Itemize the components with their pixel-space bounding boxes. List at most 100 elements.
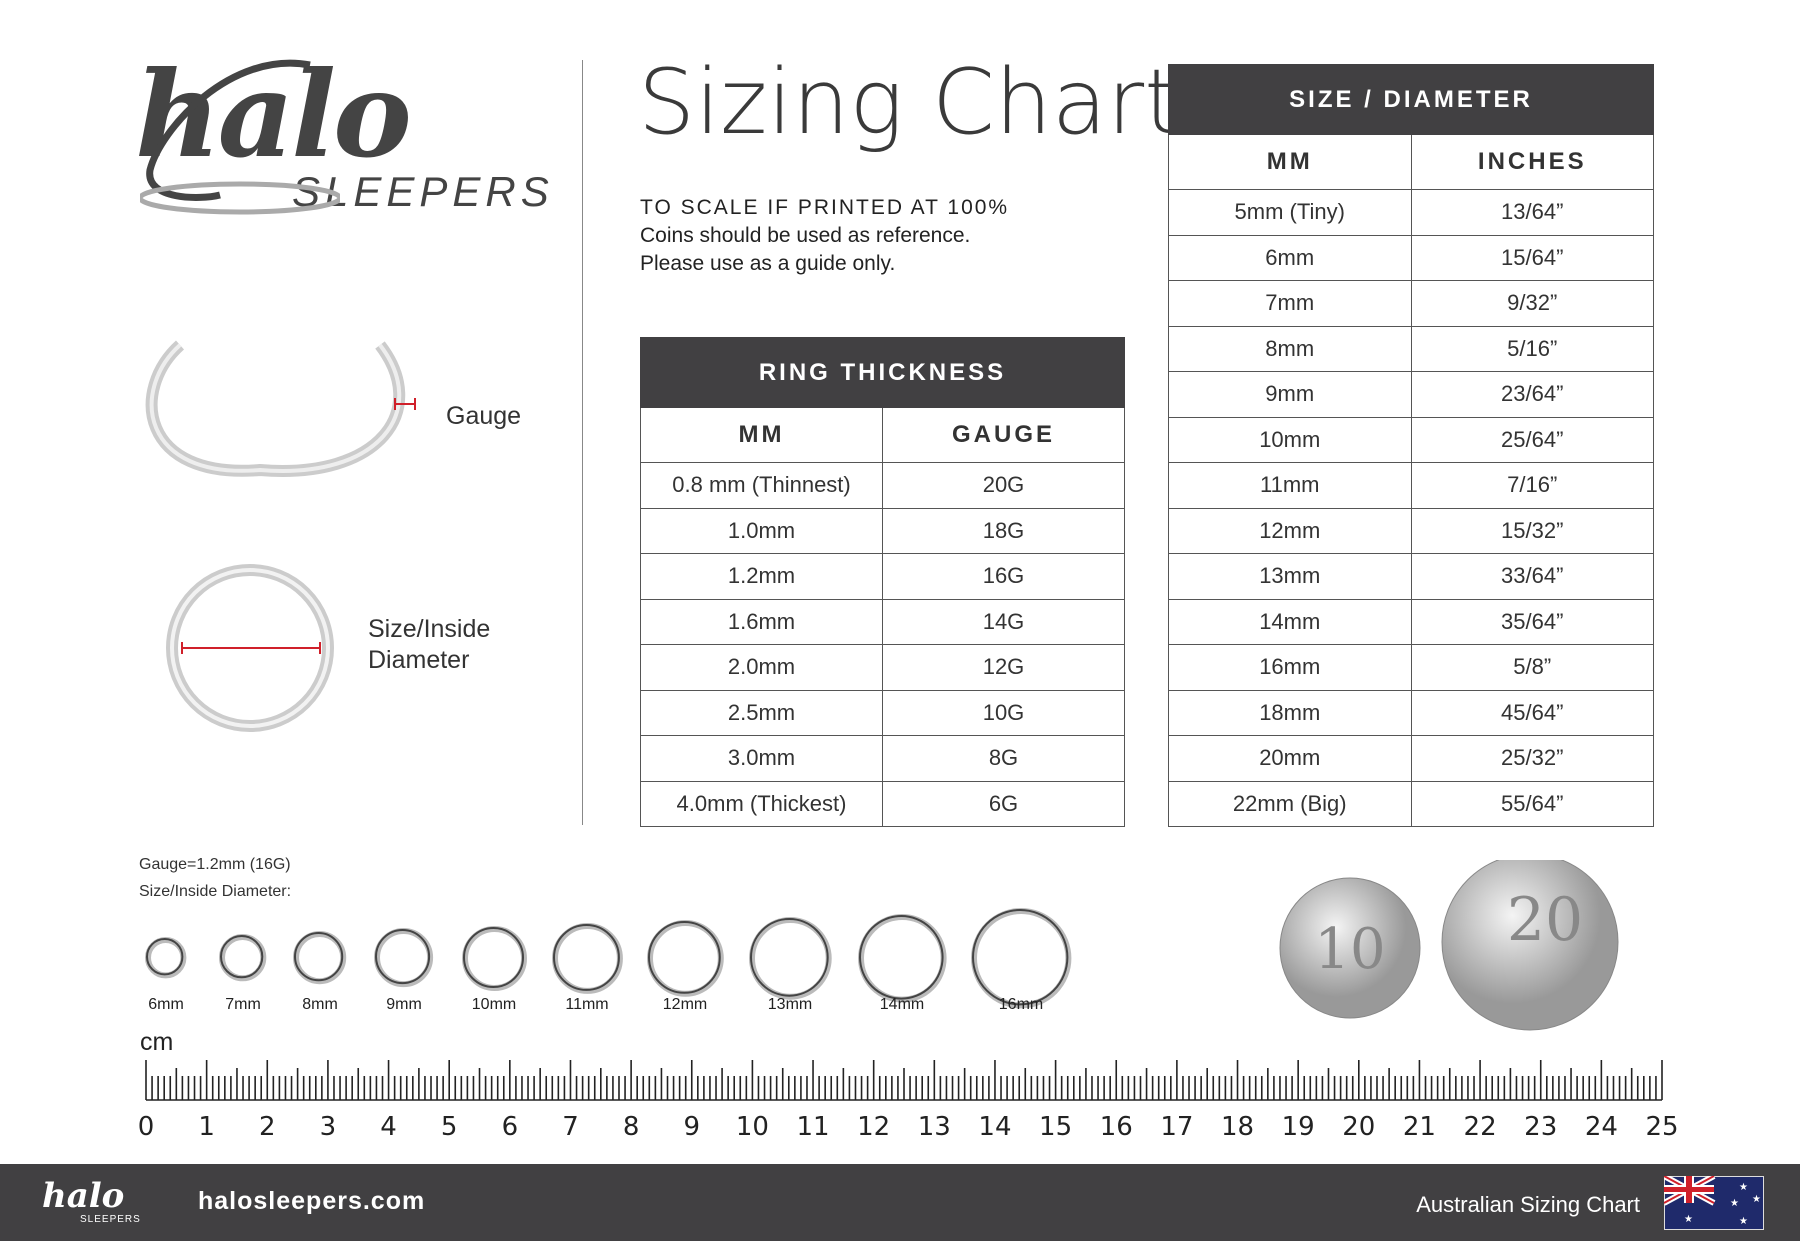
value-cell: 45/64” <box>1410 689 1654 736</box>
ruler-label: 14 <box>978 1112 1011 1142</box>
ruler-label: 11 <box>796 1112 829 1142</box>
table-title: RING THICKNESS <box>640 337 1125 408</box>
sample-ring-label: 14mm <box>879 996 925 1013</box>
sample-size-text: Size/Inside Diameter: <box>139 883 292 900</box>
ruler-label: 24 <box>1585 1112 1618 1142</box>
coin-20c-icon <box>1441 860 1619 1031</box>
gauge-label: Gauge <box>446 402 522 430</box>
svg-text:★: ★ <box>1752 1194 1761 1205</box>
table-row: 20mm 25/32” <box>1168 735 1654 782</box>
value-cell: 15/32” <box>1410 507 1654 554</box>
value-cell: 10G <box>882 689 1125 736</box>
sample-ring-icon <box>145 937 187 979</box>
mm-cell: 10mm <box>1168 416 1412 463</box>
value-cell: 55/64” <box>1410 780 1654 827</box>
value-cell: 33/64” <box>1410 553 1654 600</box>
ruler-label: 8 <box>623 1112 640 1142</box>
value-cell: 25/32” <box>1410 735 1654 782</box>
table-row: 6mm 15/64” <box>1168 234 1654 281</box>
value-cell: 20G <box>882 462 1125 509</box>
ruler-label: 0 <box>138 1112 155 1142</box>
value-cell: 35/64” <box>1410 598 1654 645</box>
mm-cell: 22mm (Big) <box>1168 780 1412 827</box>
column-header: MM <box>640 407 883 463</box>
ruler-label: 18 <box>1221 1112 1254 1142</box>
ruler-label: 21 <box>1403 1112 1436 1142</box>
sample-ring-icon <box>970 907 1072 1009</box>
sample-ring-label: 16mm <box>998 996 1044 1013</box>
logo-swoosh <box>140 59 340 215</box>
diameter-ring-diagram <box>166 564 334 732</box>
scale-note: TO SCALE IF PRINTED AT 100% <box>640 196 1010 219</box>
mm-cell: 1.6mm <box>640 598 883 645</box>
sample-ring-icon <box>461 925 527 991</box>
coin-10c-text: 10 <box>1314 917 1385 982</box>
mm-cell: 1.2mm <box>640 553 883 600</box>
table-row: 2.5mm 10G <box>640 689 1125 736</box>
sample-ring-label: 11mm <box>565 996 609 1013</box>
value-cell: 5/16” <box>1410 325 1654 372</box>
table-row: 16mm 5/8” <box>1168 644 1654 691</box>
ruler-unit: cm <box>140 1028 174 1056</box>
sample-ring-icon <box>646 919 724 997</box>
sample-ring-label: 10mm <box>471 996 517 1013</box>
mm-cell: 2.0mm <box>640 644 883 691</box>
coins: 10 20 <box>1279 860 1619 1031</box>
sample-gauge-text: Gauge=1.2mm (16G) <box>139 856 291 873</box>
mm-cell: 0.8 mm (Thinnest) <box>640 462 883 509</box>
svg-text:★: ★ <box>1739 1182 1748 1193</box>
table-row: 8mm 5/16” <box>1168 325 1654 372</box>
ruler-label: 12 <box>857 1112 890 1142</box>
table-row: 18mm 45/64” <box>1168 689 1654 736</box>
ruler-label: 7 <box>562 1112 579 1142</box>
mm-cell: 11mm <box>1168 462 1412 509</box>
svg-text:★: ★ <box>1739 1216 1748 1227</box>
ruler-label: 19 <box>1282 1112 1315 1142</box>
sample-ring-icon <box>219 934 267 982</box>
ruler-label: 10 <box>736 1112 769 1142</box>
australian-flag-icon: ★★★★★ <box>1664 1176 1764 1230</box>
ruler-label: 3 <box>320 1112 337 1142</box>
sample-ring-label: 9mm <box>386 996 422 1013</box>
ruler-label: 1 <box>198 1112 215 1142</box>
value-cell: 6G <box>882 780 1125 827</box>
ruler-label: 20 <box>1342 1112 1375 1142</box>
value-cell: 23/64” <box>1410 371 1654 418</box>
value-cell: 15/64” <box>1410 234 1654 281</box>
mm-cell: 8mm <box>1168 325 1412 372</box>
footer-logo-sub: SLEEPERS <box>80 1214 141 1225</box>
svg-text:★: ★ <box>1730 1198 1739 1209</box>
value-cell: 12G <box>882 644 1125 691</box>
website-link[interactable]: halosleepers.com <box>198 1187 426 1215</box>
ruler-label: 9 <box>683 1112 700 1142</box>
size-diameter-table: SIZE / DIAMETER MM INCHES 5mm (Tiny) 13/64… <box>1168 64 1654 827</box>
footer-caption: Australian Sizing Chart <box>1416 1192 1640 1217</box>
sample-ring-icon <box>748 916 832 1000</box>
mm-cell: 12mm <box>1168 507 1412 554</box>
mm-cell: 5mm (Tiny) <box>1168 189 1412 236</box>
sample-ring-icon <box>293 931 347 985</box>
table-row: 7mm 9/32” <box>1168 280 1654 327</box>
mm-cell: 3.0mm <box>640 735 883 782</box>
size-label-1: Size/Inside <box>368 615 491 643</box>
ruler-label: 4 <box>380 1112 397 1142</box>
column-header: MM <box>1168 134 1412 190</box>
mm-cell: 1.0mm <box>640 507 883 554</box>
size-label-2: Diameter <box>368 646 470 674</box>
table-row: 11mm 7/16” <box>1168 462 1654 509</box>
sample-ring-icon <box>857 913 947 1003</box>
sample-ring-icon <box>374 928 434 988</box>
value-cell: 5/8” <box>1410 644 1654 691</box>
ruler-label: 13 <box>918 1112 951 1142</box>
column-header: GAUGE <box>882 407 1125 463</box>
guide-note: Please use as a guide only. <box>640 252 896 275</box>
coin-note: Coins should be used as reference. <box>640 224 971 247</box>
ruler-label: 22 <box>1464 1112 1497 1142</box>
mm-cell: 13mm <box>1168 553 1412 600</box>
footer: halo SLEEPERS halosleepers.com Australia… <box>0 1164 1800 1241</box>
table-row: 1.2mm 16G <box>640 553 1125 600</box>
value-cell: 16G <box>882 553 1125 600</box>
ruler-label: 17 <box>1160 1112 1193 1142</box>
table-row: 1.0mm 18G <box>640 507 1125 554</box>
value-cell: 7/16” <box>1410 462 1654 509</box>
